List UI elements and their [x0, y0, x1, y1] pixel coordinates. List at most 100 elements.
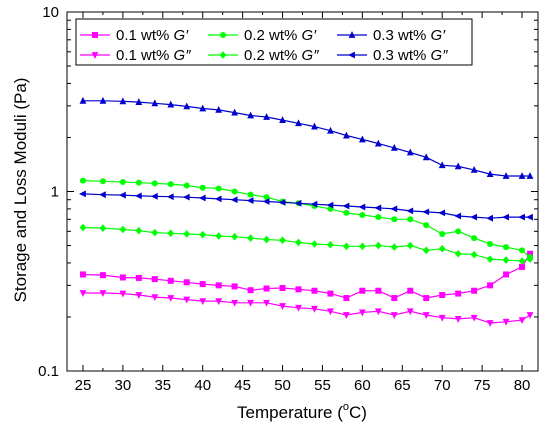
legend-item: 0.3 wt% G′	[337, 27, 446, 44]
legend-marker	[220, 32, 226, 38]
series-line	[82, 226, 531, 262]
series-point	[199, 184, 206, 191]
series-point	[247, 299, 255, 307]
series-point	[374, 241, 382, 250]
legend-label: 0.3 wt% G′	[373, 27, 446, 44]
series-point	[359, 211, 366, 218]
series-point	[502, 318, 510, 326]
series-point	[374, 139, 382, 147]
series-point	[215, 298, 223, 306]
series-point	[454, 162, 462, 170]
series-point	[99, 224, 107, 232]
series-point	[470, 213, 478, 221]
series-point	[358, 309, 366, 317]
series-point	[167, 229, 175, 238]
series-point	[486, 170, 494, 178]
x-axis-title-degree: o	[343, 401, 349, 413]
series-point	[327, 126, 334, 134]
plot-frame	[66, 11, 539, 372]
series-layer	[79, 96, 534, 327]
series-point	[278, 198, 286, 206]
series-point	[407, 287, 414, 294]
legend-item: 0.2 wt% G″	[208, 47, 319, 64]
series-point	[438, 209, 446, 217]
series-point	[470, 314, 478, 322]
y-axis-title: Storage and Loss Moduli (Pa)	[11, 78, 30, 303]
series-point	[358, 203, 366, 211]
series-point	[454, 212, 462, 220]
series-point	[199, 281, 206, 288]
series-point	[454, 249, 462, 258]
series-point	[502, 256, 510, 264]
series-point	[99, 290, 107, 297]
series-point	[135, 179, 142, 186]
series-point	[422, 246, 430, 255]
series-point	[343, 131, 350, 139]
y-tick-label: 1	[51, 184, 59, 201]
series-point	[391, 216, 398, 223]
series-point	[262, 198, 270, 205]
series-5	[79, 96, 534, 179]
series-point	[438, 161, 446, 169]
x-tick-label: 75	[474, 377, 491, 394]
x-tick-label: 70	[434, 377, 451, 394]
series-point	[326, 201, 334, 209]
series-point	[375, 214, 382, 221]
series-point	[486, 320, 494, 327]
series-point	[119, 290, 127, 298]
x-tick-label: 45	[234, 377, 251, 394]
series-point	[343, 242, 350, 251]
series-point	[518, 213, 525, 221]
series-2	[79, 290, 534, 327]
series-point	[247, 287, 254, 294]
series-point	[167, 181, 174, 188]
series-point	[406, 308, 414, 316]
series-point	[119, 274, 126, 281]
series-point	[215, 185, 222, 192]
series-point	[526, 172, 534, 179]
series-point	[343, 295, 350, 302]
series-point	[295, 238, 302, 247]
series-point	[343, 209, 350, 216]
legend-label: 0.1 wt% G′	[116, 27, 189, 44]
series-point	[150, 192, 158, 200]
series-point	[406, 241, 414, 250]
series-point	[230, 196, 238, 204]
series-point	[358, 242, 366, 251]
series-point	[166, 193, 174, 201]
series-point	[422, 312, 430, 319]
legend-label-prefix: 0.1 wt%	[116, 27, 174, 44]
series-point	[471, 287, 478, 294]
series-point	[263, 113, 270, 120]
legend-label-prefix: 0.2 wt%	[244, 27, 302, 44]
series-point	[470, 165, 478, 173]
series-point	[199, 104, 207, 112]
series-point	[167, 277, 174, 284]
x-tick-label: 25	[75, 377, 92, 394]
series-point	[390, 143, 398, 151]
legend-label-symbol: G″	[174, 47, 192, 64]
legend: 0.1 wt% G′ 0.2 wt% G′ 0.3 wt% G′ 0.1 wt% G″…	[75, 18, 473, 66]
series-point	[231, 108, 239, 116]
legend-label-symbol: G′	[174, 27, 190, 44]
series-point	[439, 292, 446, 299]
series-point	[279, 284, 286, 291]
series-point	[439, 230, 446, 237]
series-point	[263, 194, 270, 201]
series-point	[183, 102, 191, 110]
series-point	[527, 250, 534, 257]
axis-ticks: 25 30 35 40 45 50 55 60 65 70 75 80 0.1 1 10	[38, 4, 538, 394]
series-point	[519, 263, 526, 270]
series-point	[526, 213, 533, 221]
series-point	[470, 250, 478, 259]
series-point	[118, 191, 126, 199]
series-point	[279, 116, 286, 123]
series-1	[79, 250, 534, 302]
series-point	[79, 223, 87, 232]
legend-label-prefix: 0.2 wt%	[244, 47, 302, 64]
series-point	[422, 208, 430, 216]
series-point	[486, 214, 494, 222]
series-point	[199, 230, 207, 239]
series-point	[183, 296, 191, 304]
legend-label-symbol: G″	[431, 47, 449, 64]
